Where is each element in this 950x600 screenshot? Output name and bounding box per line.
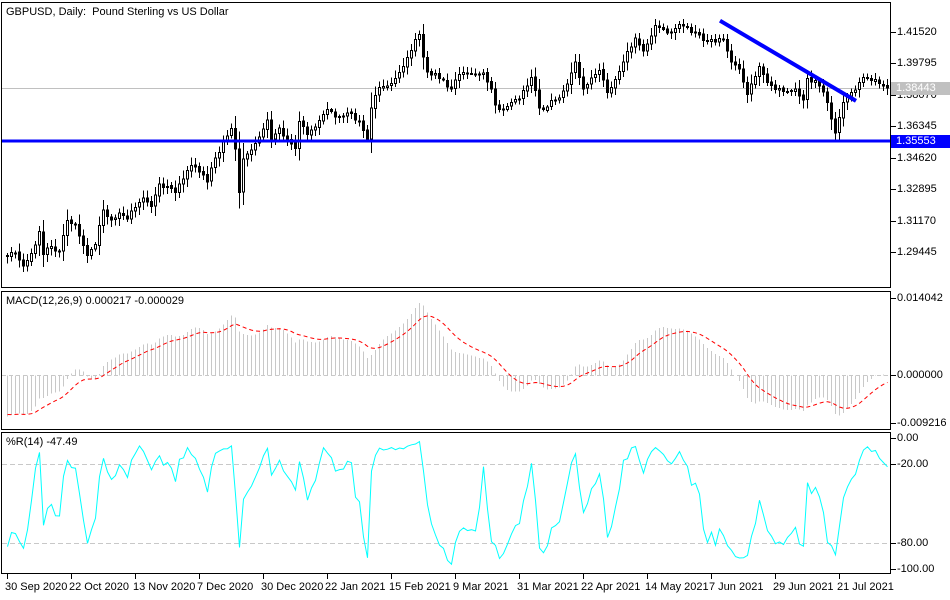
time-axis-label: 14 May 2021 xyxy=(645,581,709,593)
wpr-indicator-label: %R(14) -47.49 xyxy=(6,436,78,448)
time-axis-label: 7 Jun 2021 xyxy=(709,581,764,593)
symbol-title: GBPUSD, Daily: Pound Sterling vs US Doll… xyxy=(6,6,229,18)
price-axis-label: 1.34620 xyxy=(897,152,937,164)
time-axis-label: 29 Jun 2021 xyxy=(773,581,834,593)
price-axis-label: 1.36345 xyxy=(897,120,937,132)
time-axis-label: 13 Nov 2020 xyxy=(133,581,196,593)
time-axis-label: 7 Dec 2020 xyxy=(197,581,254,593)
price-axis-label: 1.41520 xyxy=(897,26,937,38)
time-axis-label: 22 Apr 2021 xyxy=(581,581,641,593)
time-axis-label: 22 Jan 2021 xyxy=(325,581,386,593)
time-axis-label: 21 Jul 2021 xyxy=(837,581,894,593)
price-axis-label: 1.32895 xyxy=(897,183,937,195)
wpr-pane[interactable]: %R(14) -47.49 xyxy=(1,432,891,574)
bid-price-box: 1.38443 xyxy=(891,82,950,95)
price-axis-label: 1.31170 xyxy=(897,215,936,227)
macd-pane[interactable]: MACD(12,26,9) 0.000217 -0.000029 xyxy=(1,291,891,430)
macd-indicator-label: MACD(12,26,9) 0.000217 -0.000029 xyxy=(6,295,184,307)
level-price-box: 1.35553 xyxy=(891,135,950,148)
macd-axis-label: -0.009216 xyxy=(897,417,947,429)
price-pane[interactable]: GBPUSD, Daily: Pound Sterling vs US Doll… xyxy=(1,2,891,288)
wpr-axis-label: -80.00 xyxy=(897,537,929,549)
macd-axis-label: 0.014042 xyxy=(897,292,943,304)
time-axis-label: 15 Feb 2021 xyxy=(389,581,451,593)
wpr-axis-label: 0.00 xyxy=(897,432,919,444)
price-axis-label: 1.39795 xyxy=(897,57,937,69)
price-axis-label: 1.29445 xyxy=(897,246,937,258)
time-axis-label: 30 Sep 2020 xyxy=(5,581,68,593)
time-axis-label: 31 Mar 2021 xyxy=(517,581,579,593)
macd-axis-label: 0.000000 xyxy=(897,369,943,381)
time-axis-label: 30 Dec 2020 xyxy=(261,581,324,593)
time-axis-label: 9 Mar 2021 xyxy=(453,581,509,593)
time-axis-label: 22 Oct 2020 xyxy=(69,581,129,593)
wpr-axis-label: -100.00 xyxy=(897,563,935,575)
wpr-axis-label: -20.00 xyxy=(897,458,929,470)
